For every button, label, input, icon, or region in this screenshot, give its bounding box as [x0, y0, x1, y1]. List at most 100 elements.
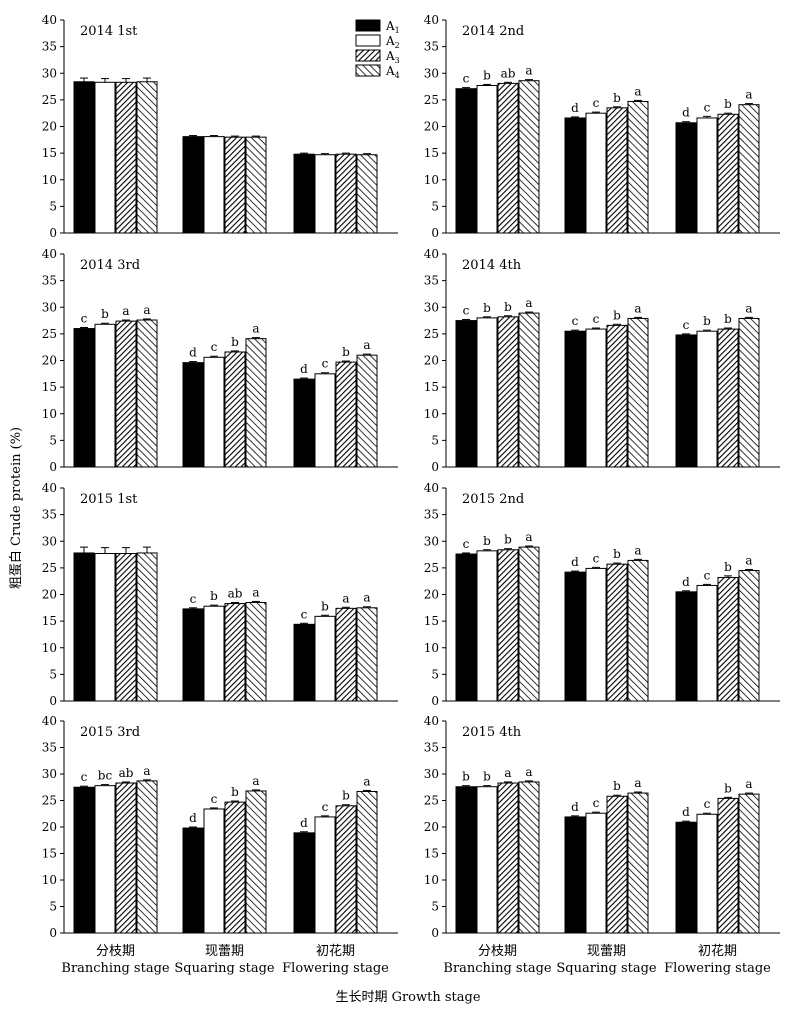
- y-tick-label: 25: [42, 561, 57, 575]
- bar: [476, 84, 498, 234]
- y-tick-label: 25: [424, 561, 439, 575]
- category-label-cn: 现蕾期: [205, 944, 244, 959]
- y-tick-label: 25: [424, 327, 439, 341]
- y-tick-label: 5: [431, 667, 439, 681]
- legend-subscript: 2: [395, 41, 400, 50]
- significance-letter: a: [363, 591, 370, 605]
- y-tick-label: 10: [42, 641, 57, 655]
- bar: [564, 571, 586, 702]
- significance-letter: ab: [501, 66, 516, 80]
- y-tick-label: 40: [424, 714, 439, 728]
- bar: [335, 607, 357, 702]
- bar: [356, 607, 378, 702]
- legend-swatch: [355, 49, 381, 62]
- category-label-cn: 初花期: [698, 943, 737, 959]
- significance-letter: a: [504, 766, 511, 780]
- category-label-en: Branching stage: [443, 961, 551, 976]
- panel-title: 2015 4th: [462, 725, 522, 740]
- bar: [224, 801, 246, 934]
- significance-letter: c: [322, 357, 329, 371]
- bar: [94, 552, 116, 702]
- y-tick-label: 25: [42, 794, 57, 808]
- y-tick-label: 30: [424, 767, 439, 781]
- bar: [675, 821, 697, 934]
- y-tick-label: 25: [42, 93, 57, 107]
- bar: [497, 782, 519, 934]
- bar: [476, 550, 498, 702]
- bar: [696, 330, 718, 468]
- y-tick-label: 35: [42, 508, 57, 522]
- y-tick-label: 30: [42, 534, 57, 548]
- bar: [717, 576, 739, 702]
- bar: [627, 559, 649, 702]
- significance-letter: a: [745, 553, 752, 567]
- legend-swatch: [355, 19, 381, 32]
- y-tick-label: 40: [424, 247, 439, 261]
- significance-letter: a: [525, 296, 532, 310]
- y-tick-label: 0: [431, 226, 439, 240]
- significance-letter: a: [363, 338, 370, 352]
- significance-letter: a: [143, 764, 150, 778]
- y-tick-label: 15: [42, 380, 57, 394]
- significance-letter: a: [363, 774, 370, 788]
- panel-title: 2014 2nd: [462, 24, 524, 39]
- bar: [455, 88, 477, 234]
- bar: [335, 153, 357, 234]
- significance-letter: a: [745, 88, 752, 102]
- significance-letter: c: [322, 800, 329, 814]
- bar: [717, 113, 739, 234]
- y-tick-label: 0: [49, 694, 57, 708]
- significance-letter: c: [683, 318, 690, 332]
- bar: [245, 790, 267, 934]
- significance-letter: c: [81, 311, 88, 325]
- bar: [293, 153, 315, 234]
- significance-letter: c: [211, 792, 218, 806]
- y-tick-label: 20: [42, 354, 57, 368]
- significance-letter: b: [613, 779, 621, 793]
- y-tick-label: 35: [42, 274, 57, 288]
- y-tick-label: 15: [424, 146, 439, 160]
- significance-letter: c: [301, 607, 308, 621]
- significance-letter: d: [189, 811, 197, 825]
- significance-letter: a: [342, 591, 349, 605]
- significance-letter: b: [504, 533, 512, 547]
- significance-letter: a: [143, 303, 150, 317]
- y-tick-label: 30: [42, 300, 57, 314]
- y-tick-label: 15: [424, 847, 439, 861]
- y-tick-label: 40: [424, 13, 439, 27]
- y-tick-label: 30: [424, 534, 439, 548]
- bar: [356, 790, 378, 934]
- bar: [627, 792, 649, 934]
- significance-letter: a: [252, 322, 259, 336]
- bar: [455, 320, 477, 468]
- y-tick-label: 5: [49, 900, 57, 914]
- y-tick-label: 20: [424, 354, 439, 368]
- y-tick-label: 10: [42, 873, 57, 887]
- y-tick-label: 30: [42, 66, 57, 80]
- bar: [738, 570, 760, 702]
- bar: [203, 356, 225, 468]
- bar: [497, 82, 519, 234]
- bar: [518, 781, 540, 934]
- y-tick-label: 25: [42, 327, 57, 341]
- y-tick-label: 15: [424, 380, 439, 394]
- significance-letter: a: [252, 774, 259, 788]
- y-tick-label: 15: [42, 614, 57, 628]
- significance-letter: a: [634, 776, 641, 790]
- significance-letter: ab: [228, 586, 243, 600]
- bar: [94, 81, 116, 234]
- y-tick-label: 35: [424, 274, 439, 288]
- significance-letter: b: [462, 770, 470, 784]
- bar: [497, 549, 519, 702]
- bar: [606, 563, 628, 702]
- y-tick-label: 5: [431, 199, 439, 213]
- bar: [606, 795, 628, 934]
- bar: [293, 378, 315, 468]
- y-tick-label: 40: [42, 714, 57, 728]
- category-label-en: Branching stage: [61, 961, 169, 976]
- y-tick-label: 35: [42, 741, 57, 755]
- significance-letter: c: [211, 340, 218, 354]
